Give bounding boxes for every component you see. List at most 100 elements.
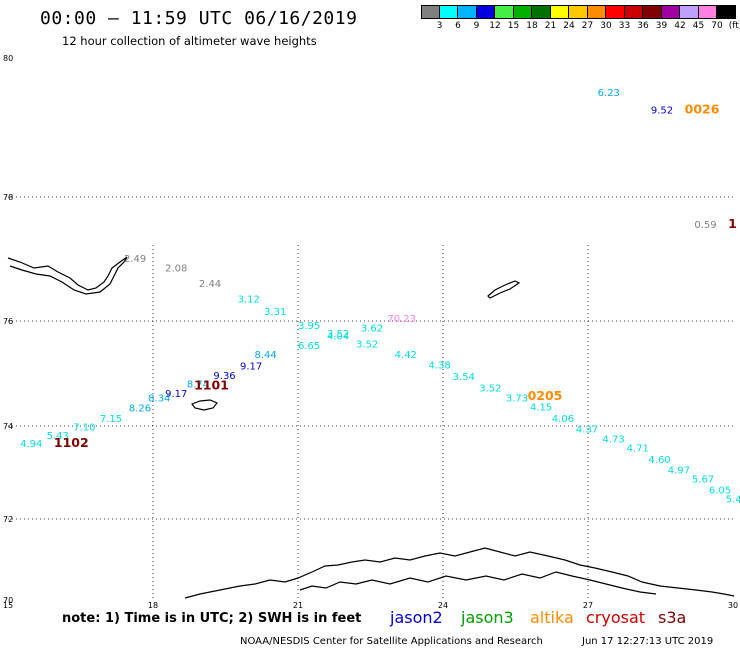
scale-label: 36 (637, 21, 649, 31)
wave-height-value: 2.08 (165, 263, 187, 274)
wave-height-value: 3.12 (238, 294, 260, 305)
wave-height-value: 8.74 (187, 380, 209, 391)
wave-height-value: 6.23 (598, 88, 620, 99)
scale-label: 15 (507, 21, 520, 31)
scale-swatch (569, 5, 588, 19)
wave-height-value: 3.95 (298, 321, 320, 332)
scale-label: 3 (436, 21, 443, 31)
scale-label: 6 (455, 21, 461, 31)
wave-height-value: 4.04 (327, 331, 349, 342)
pass-time-label: 0205 (528, 388, 563, 403)
scale-swatch (624, 5, 643, 19)
wave-height-value: 9.17 (165, 389, 187, 400)
wave-height-value: 0.59 (694, 220, 716, 231)
latitude-label: 70 (3, 596, 13, 605)
bear-island (191, 399, 218, 411)
scale-swatch (458, 5, 477, 19)
scale-swatch (495, 5, 514, 19)
latitude-label: 80 (3, 54, 13, 63)
legend-satellite-cryosat: cryosat (586, 608, 646, 627)
longitude-label: 27 (583, 601, 593, 610)
wave-height-value: 4.37 (576, 425, 598, 436)
legend-satellite-altika: altika (530, 608, 574, 627)
wave-height-value: 3.52 (479, 383, 501, 394)
latitude-label: 78 (3, 193, 13, 202)
wave-height-value: 7.15 (100, 414, 122, 425)
footer-credit: NOAA/NESDIS Center for Satellite Applica… (240, 636, 543, 647)
wave-height-value: 7.10 (73, 423, 95, 434)
scale-swatch (421, 5, 440, 19)
latitude-label: 72 (3, 515, 13, 524)
wave-height-value: 2.49 (124, 254, 146, 265)
longitude-label: 18 (148, 601, 158, 610)
scale-swatch (550, 5, 569, 19)
wave-height-value: 3.54 (453, 372, 475, 383)
wave-height-value: 4.73 (603, 434, 625, 445)
scale-swatch (513, 5, 532, 19)
norway-islands (299, 571, 657, 595)
scale-label: 45 (692, 21, 705, 31)
scale-swatch (476, 5, 495, 19)
pass-labels: 1101 1102 0205 0026 1 (54, 102, 737, 450)
scale-label: 70 (711, 21, 723, 31)
pass-time-label: 0026 (685, 102, 720, 117)
wave-height-value: 5.67 (692, 475, 714, 486)
map-title: 00:00 – 11:59 UTC 06/16/2019 (40, 8, 358, 29)
units-note: note: 1) Time is in UTC; 2) SWH is in fe… (62, 611, 362, 626)
scale-label: 24 (563, 21, 575, 31)
wave-height-value: 70.23 (387, 314, 416, 325)
color-scale (421, 5, 736, 19)
scale-swatch (717, 5, 736, 19)
wave-height-value: 3.73 (506, 393, 528, 404)
pass-time-label: 1 (728, 216, 737, 231)
longitude-label: 30 (728, 601, 738, 610)
longitude-label: 21 (293, 601, 303, 610)
legend-satellite-jason2: jason2 (390, 608, 443, 627)
wave-height-value: 4.42 (395, 350, 417, 361)
wave-height-value: 3.52 (356, 339, 378, 350)
scale-swatch (532, 5, 551, 19)
wave-height-value: 3.52 (327, 329, 349, 340)
norway-coast (184, 547, 735, 599)
kong-karls-land (487, 280, 521, 299)
scale-label: (ft) (728, 21, 740, 31)
scale-label: 27 (581, 21, 594, 31)
observation-labels: 2.492.082.443.123.313.953.524.043.6270.2… (20, 88, 740, 506)
scale-swatch (643, 5, 662, 19)
wave-height-value: 8.26 (129, 403, 151, 414)
wave-height-value: 6.05 (709, 485, 731, 496)
wave-height-value: 4.06 (552, 414, 574, 425)
scale-label: 12 (489, 21, 501, 31)
wave-height-value: 8.44 (255, 350, 277, 361)
longitude-label: 15 (3, 601, 13, 610)
wave-height-value: 9.17 (240, 361, 262, 372)
scale-label: 18 (526, 21, 538, 31)
footer-timestamp: Jun 17 12:27:13 UTC 2019 (582, 636, 714, 647)
wave-height-value: 4.38 (429, 360, 451, 371)
wave-height-value: 4.71 (627, 444, 649, 455)
wave-height-value: 3.62 (361, 324, 383, 335)
wave-height-value: 8.34 (148, 393, 170, 404)
latitude-label: 76 (3, 317, 13, 326)
scale-swatch (698, 5, 717, 19)
wave-height-value: 9.36 (213, 371, 235, 382)
wave-height-value: 9.52 (651, 106, 673, 117)
scale-label: 39 (655, 21, 668, 31)
scale-label: 42 (674, 21, 686, 31)
wave-height-value: 2.44 (199, 279, 221, 290)
scale-swatch (439, 5, 458, 19)
wave-height-value: 4.60 (648, 455, 670, 466)
scale-swatch (680, 5, 699, 19)
scale-swatch (661, 5, 680, 19)
wave-height-value: 4.97 (668, 465, 690, 476)
scale-label: 30 (600, 21, 612, 31)
wave-height-value: 5.4 (726, 495, 740, 506)
map-subtitle: 12 hour collection of altimeter wave hei… (62, 34, 317, 48)
coastline (7, 256, 735, 599)
wave-height-value: 6.65 (298, 341, 320, 352)
wave-height-value: 3.31 (264, 307, 286, 318)
wave-height-value: 4.15 (530, 402, 552, 413)
wave-height-value: 4.94 (20, 439, 42, 450)
wave-height-value: 5.43 (47, 431, 69, 442)
